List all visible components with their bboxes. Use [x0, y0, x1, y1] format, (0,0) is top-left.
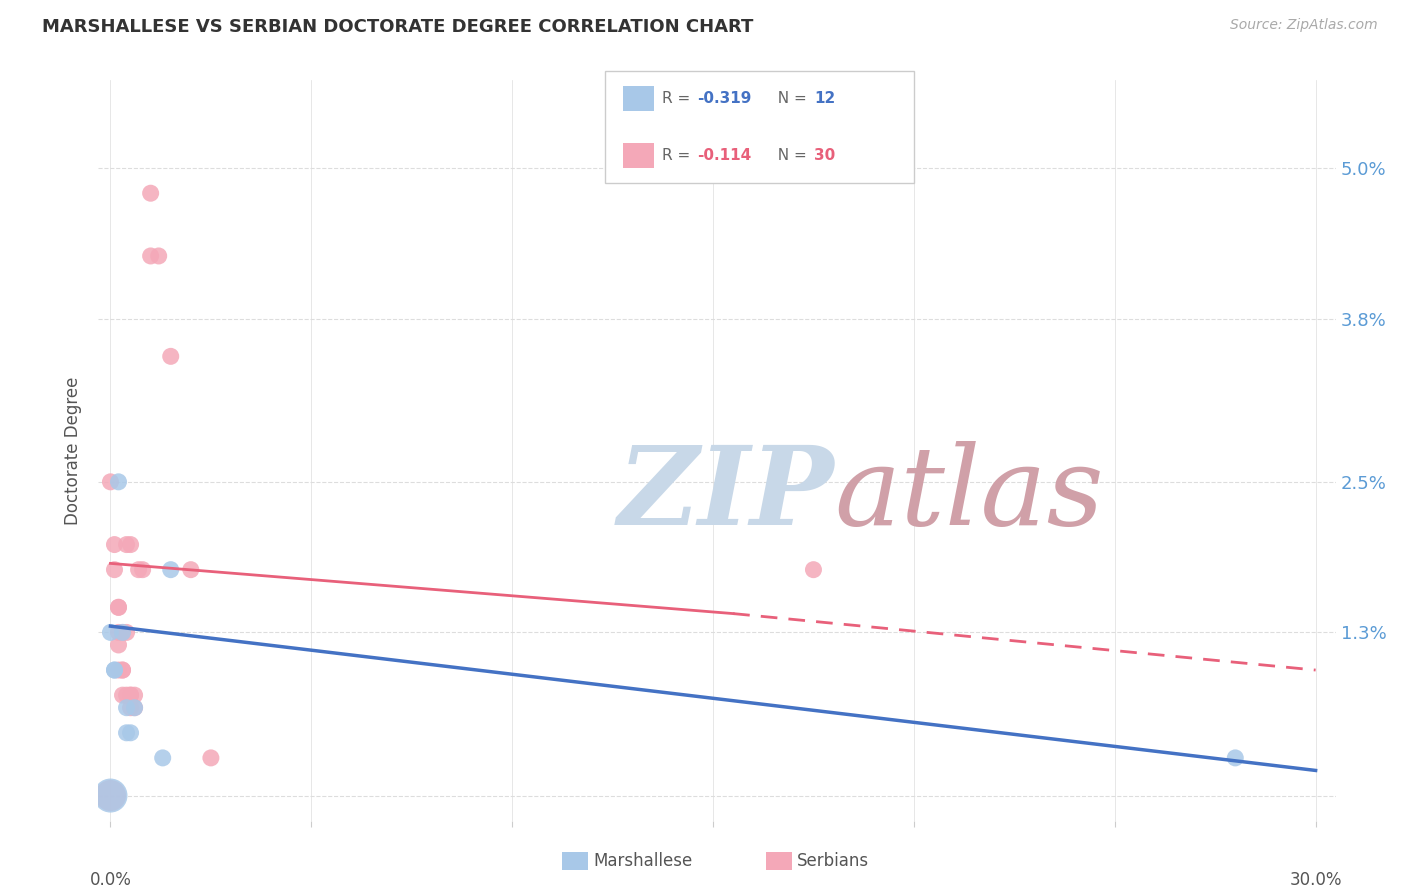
Text: atlas: atlas — [835, 442, 1104, 549]
Text: N =: N = — [768, 148, 811, 163]
Text: R =: R = — [662, 91, 696, 106]
Text: -0.319: -0.319 — [697, 91, 752, 106]
Point — [103, 663, 125, 677]
Point — [107, 638, 129, 652]
Text: N =: N = — [768, 91, 811, 106]
Point — [115, 538, 138, 552]
Point — [180, 563, 202, 577]
Point — [159, 563, 181, 577]
Point — [131, 563, 153, 577]
Point — [124, 700, 146, 714]
Point — [107, 600, 129, 615]
Point — [115, 700, 138, 714]
Text: 0.0%: 0.0% — [90, 871, 131, 888]
Text: Source: ZipAtlas.com: Source: ZipAtlas.com — [1230, 18, 1378, 32]
Point — [128, 563, 150, 577]
Point — [200, 751, 222, 765]
Point — [120, 538, 142, 552]
Point — [120, 688, 142, 702]
Point — [124, 700, 146, 714]
Text: R =: R = — [662, 148, 696, 163]
Point — [100, 789, 122, 803]
Point — [100, 475, 122, 489]
Point — [107, 600, 129, 615]
Point — [107, 475, 129, 489]
Point — [111, 688, 134, 702]
Point — [111, 663, 134, 677]
Point — [159, 349, 181, 363]
Point — [803, 563, 825, 577]
Point — [111, 625, 134, 640]
Text: ZIP: ZIP — [619, 442, 835, 549]
Text: Marshallese: Marshallese — [593, 852, 693, 870]
Point — [124, 688, 146, 702]
Point — [139, 249, 162, 263]
Text: MARSHALLESE VS SERBIAN DOCTORATE DEGREE CORRELATION CHART: MARSHALLESE VS SERBIAN DOCTORATE DEGREE … — [42, 18, 754, 36]
Point — [115, 726, 138, 740]
Point — [100, 789, 122, 803]
Point — [1225, 751, 1247, 765]
Point — [111, 663, 134, 677]
Text: 30.0%: 30.0% — [1289, 871, 1341, 888]
Text: 12: 12 — [814, 91, 835, 106]
Point — [107, 663, 129, 677]
Point — [111, 625, 134, 640]
Point — [103, 538, 125, 552]
Point — [103, 663, 125, 677]
Text: Serbians: Serbians — [797, 852, 869, 870]
Text: -0.114: -0.114 — [697, 148, 752, 163]
Point — [139, 186, 162, 201]
Point — [103, 563, 125, 577]
Point — [107, 625, 129, 640]
Point — [120, 700, 142, 714]
Point — [120, 688, 142, 702]
Point — [120, 726, 142, 740]
Point — [152, 751, 174, 765]
Y-axis label: Doctorate Degree: Doctorate Degree — [65, 376, 83, 524]
Text: 30: 30 — [814, 148, 835, 163]
Point — [148, 249, 170, 263]
Point — [100, 625, 122, 640]
Point — [115, 688, 138, 702]
Point — [115, 625, 138, 640]
